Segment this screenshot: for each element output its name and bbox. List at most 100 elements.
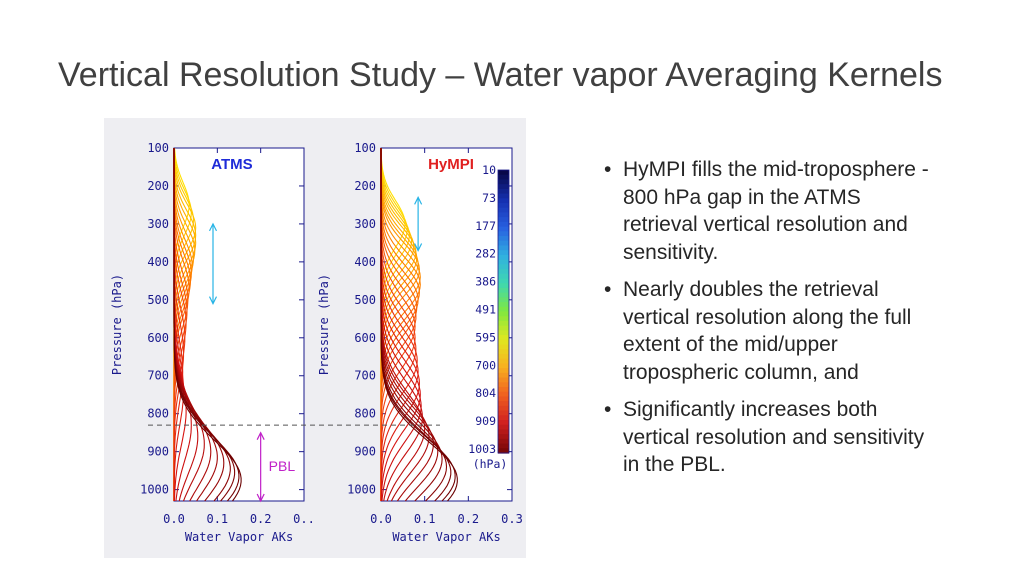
colorbar-tick-label: 10 [482,163,496,177]
colorbar-segment [498,325,509,331]
y-tick-label: 800 [354,407,376,421]
x-tick-label: 0.3 [501,512,523,526]
colorbar-segment [498,429,509,435]
y-tick-label: 700 [147,369,169,383]
colorbar-segment [498,283,509,289]
colorbar-segment [498,292,509,298]
y-tick-label: 600 [147,331,169,345]
bullet-list: HyMPI fills the mid-troposphere - 800 hP… [604,156,934,489]
kernel-curve [173,148,242,502]
colorbar-tick-label: 282 [475,247,496,261]
x-tick-label: 0.0 [370,512,392,526]
y-tick-label: 800 [147,407,169,421]
colorbar-segment [498,311,509,317]
colorbar-segment [498,353,509,360]
colorbar-tick-label: 804 [475,386,496,400]
colorbar-segment [498,259,509,265]
colorbar-segment [498,278,509,284]
colorbar-segment [498,226,509,232]
y-tick-label: 100 [147,141,169,155]
colorbar-segment [498,405,509,412]
colorbar-frame [497,169,510,454]
y-tick-label: 900 [354,445,376,459]
colorbar-segment [498,391,509,397]
arrow-head [208,222,218,232]
colorbar-segment [498,419,509,426]
x-tick-label: 0.. [293,512,315,526]
arrow-head [256,431,265,440]
colorbar-segment [498,415,509,421]
arrow-head [414,243,423,252]
y-tick-label: 500 [354,293,376,307]
colorbar-segment [498,221,509,228]
colorbar-segment [498,335,509,341]
colorbar-segment [498,203,509,209]
colorbar-segment [498,287,509,294]
colorbar-segment [498,240,509,247]
colorbar-tick-label: 177 [475,219,496,233]
y-tick-label: 200 [354,179,376,193]
colorbar-segment [498,184,509,190]
colorbar-tick-label: 1003 [468,442,496,456]
x-axis-label: Water Vapor AKs [392,530,500,544]
colorbar-segment [498,316,509,322]
x-tick-label: 0.0 [163,512,185,526]
colorbar-unit: (hPa) [473,457,508,471]
slide-title: Vertical Resolution Study – Water vapor … [58,56,943,94]
kernel-curve [380,148,458,502]
y-tick-label: 700 [354,369,376,383]
x-axis-label: Water Vapor AKs [185,530,293,544]
colorbar-segment [498,443,509,449]
y-tick-label: 1000 [347,483,376,497]
bullet-item: Nearly doubles the retrieval vertical re… [604,276,934,386]
colorbar-segment [498,245,509,251]
arrow-head [414,196,423,205]
colorbar-segment [498,306,509,313]
colorbar-segment [498,363,509,369]
colorbar-segment [498,349,509,355]
colorbar-segment [498,254,509,261]
colorbar-segment [498,231,509,237]
y-tick-label: 400 [147,255,169,269]
y-tick-label: 1000 [140,483,169,497]
panel-title: ATMS [211,156,252,173]
colorbar-segment [498,198,509,204]
colorbar-segment [498,193,509,199]
colorbar-tick-label: 386 [475,275,496,289]
colorbar-segment [498,273,509,280]
plot-area [173,147,305,502]
colorbar-segment [498,344,509,350]
colorbar-segment [498,448,509,454]
x-tick-label: 0.1 [414,512,436,526]
colorbar-segment [498,207,509,214]
bullet-item: Significantly increases both vertical re… [604,396,934,479]
colorbar-segment [498,330,509,336]
colorbar-segment [498,236,509,242]
y-tick-label: 600 [354,331,376,345]
y-axis-label: Pressure (hPa) [110,274,124,375]
averaging-kernel-figure: 100 200 300 400 500 600 700 800 900 1000 0.0 0.1 0.2… [110,141,523,544]
x-tick-label: 0.1 [206,512,228,526]
colorbar-segment [498,174,509,181]
colorbar-segment [498,170,509,176]
colorbar-segment [498,358,509,364]
colorbar-segment [498,401,509,407]
colorbar-segment [498,250,509,256]
y-tick-label: 400 [354,255,376,269]
colorbar-tick-label: 73 [482,191,496,205]
y-axis-label: Pressure (hPa) [317,274,331,375]
colorbar-segment [498,264,509,270]
colorbar-segment [498,188,509,195]
colorbar-segment [498,269,509,275]
colorbar-segment [498,372,509,379]
x-tick-label: 0.2 [250,512,272,526]
y-tick-label: 900 [147,445,169,459]
colorbar-segment [498,368,509,374]
y-tick-label: 100 [354,141,376,155]
panel-title: HyMPI [428,156,474,173]
colorbar-segment [498,396,509,402]
y-tick-label: 300 [354,217,376,231]
colorbar-segment [498,179,509,185]
arrow-head [208,296,218,305]
colorbar-segment [498,386,509,393]
